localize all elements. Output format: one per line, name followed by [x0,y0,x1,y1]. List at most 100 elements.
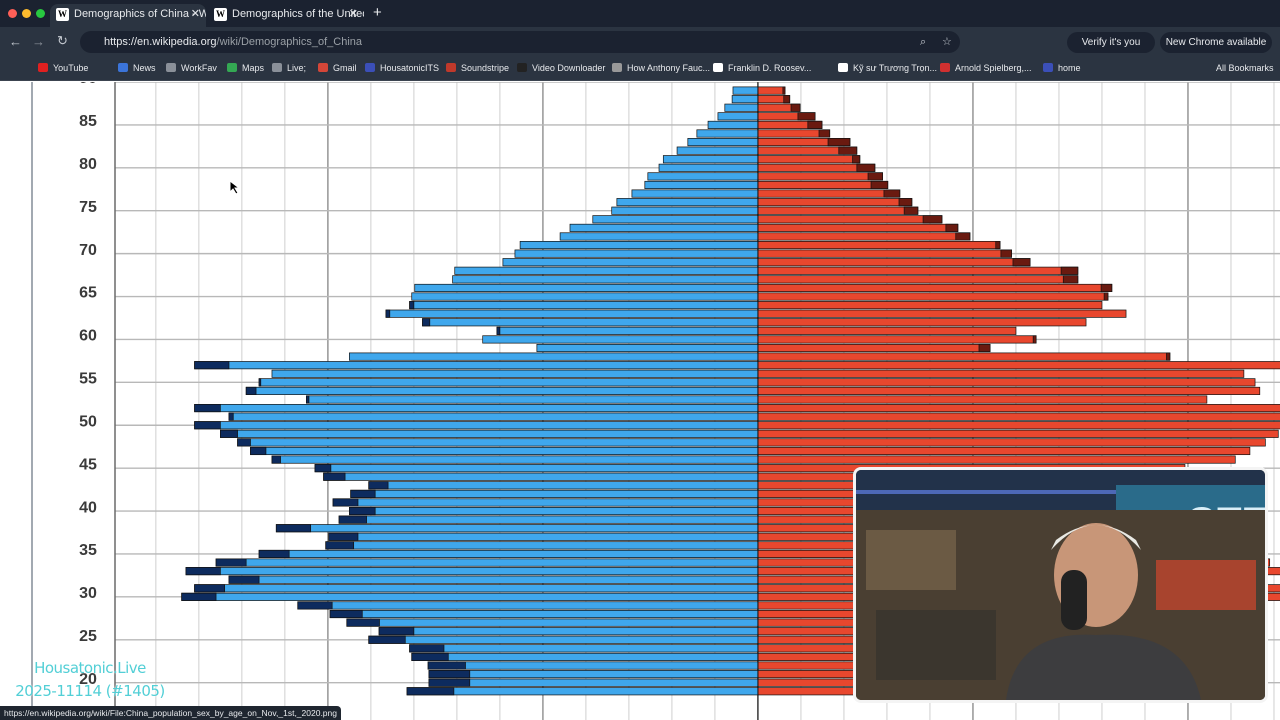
bookmark[interactable]: HousatonicITS [365,63,439,73]
male-excess [250,446,267,456]
male-bar [185,567,759,576]
female-excess [870,180,889,190]
bookmark[interactable]: Soundstripe [446,63,509,73]
female-bar [757,198,913,207]
female-bar [757,429,1279,438]
mouse-cursor [229,180,241,195]
female-excess [1100,283,1113,292]
bookmark[interactable]: How Anthony Fauc... [612,63,710,73]
male-bar [616,198,759,207]
bookmark-label: YouTube [53,63,89,73]
male-excess [350,489,376,498]
minimize-window[interactable] [22,9,31,18]
female-bar [757,438,1266,447]
female-bar [757,386,1261,395]
age-tick-label: 20 [79,671,97,688]
bookmark[interactable]: Live; [272,63,306,73]
female-bar [757,292,1109,301]
bookmark[interactable]: Franklin D. Roosev... [713,63,811,73]
bookmark-label: Live; [287,63,307,73]
female-bar [757,404,1280,413]
male-bar [323,472,759,481]
male-bar [411,652,759,661]
address-bar[interactable]: https://en.wikipedia.org/wiki/Demographi… [80,31,960,53]
male-bar [409,644,759,653]
male-bar [428,678,759,687]
male-bar [422,318,759,327]
tab[interactable]: W Demographics of China - Wik ✕ [50,4,206,27]
bookmark-label: Franklin D. Roosev... [728,63,812,73]
female-bar [757,223,959,232]
male-excess [314,464,332,473]
male-bar [194,404,759,413]
bookmark-star[interactable]: ☆ [942,36,952,48]
male-bar [536,343,759,353]
channel-name: Housatonic.Live [34,659,146,677]
back[interactable]: ← [9,34,22,49]
female-excess [1032,335,1037,344]
close-window[interactable] [8,9,17,18]
tab-bar: W Demographics of China - Wik ✕ W Demograph… [0,0,1280,27]
female-bar [757,395,1208,404]
bookmark[interactable]: home [1043,63,1081,73]
male-bar [406,687,759,696]
bookmark[interactable]: YouTube [38,63,88,73]
bookmark[interactable]: Gmail [318,63,357,73]
female-bar [757,180,889,190]
age-tick-label: 65 [79,285,97,302]
female-excess [883,189,901,198]
bookmark[interactable]: Video Downloader [517,63,605,73]
male-bar [328,532,759,541]
male-bar [707,120,759,129]
bookmark[interactable]: Kỹ sư Trương Trọn... [838,63,937,73]
bookmark[interactable]: WorkFav [166,63,217,73]
female-bar [757,232,971,241]
age-tick-label: 80 [79,156,97,173]
female-excess [783,95,791,104]
verify-button[interactable]: Verify it's you [1067,32,1155,53]
male-excess [306,395,310,404]
age-tick-label: 30 [79,585,97,602]
male-bar [306,395,759,404]
male-bar [194,421,759,430]
female-excess [922,215,943,224]
male-excess [194,584,226,593]
male-excess [349,507,376,516]
age-tick-label: 50 [79,413,97,430]
bookmark-label: Gmail [333,63,357,73]
bookmark[interactable]: Arnold Spielberg,... [940,63,1032,73]
male-excess [346,618,380,627]
bookmark-label: home [1058,63,1081,73]
male-excess [323,472,346,481]
bookmark[interactable]: Maps [227,63,264,73]
male-bar [658,163,759,172]
age-tick-label: 90 [79,82,97,87]
male-bar [332,498,759,507]
zoom-window[interactable] [36,9,45,18]
male-bar [414,283,759,292]
female-bar [757,455,1236,464]
forward[interactable]: → [32,34,45,49]
male-excess [496,326,501,335]
male-excess [409,301,415,310]
zoom-icon[interactable]: ⌕ [920,36,927,48]
female-excess [838,146,858,155]
female-excess [1062,275,1079,284]
female-bar [757,189,901,198]
male-bar [385,309,759,318]
update-button[interactable]: New Chrome available [1160,32,1272,53]
bookmark[interactable]: News [118,63,156,73]
male-excess [194,421,221,430]
reload[interactable]: ↻ [57,33,68,48]
male-excess [328,532,359,541]
female-bar [757,86,786,95]
female-excess [852,155,861,164]
female-excess [807,120,823,129]
female-bar [757,352,1171,361]
new-tab[interactable]: + [373,4,382,21]
female-bar [757,215,943,224]
all-bookmarks[interactable]: All Bookmarks [1216,63,1274,73]
male-excess [228,412,234,421]
